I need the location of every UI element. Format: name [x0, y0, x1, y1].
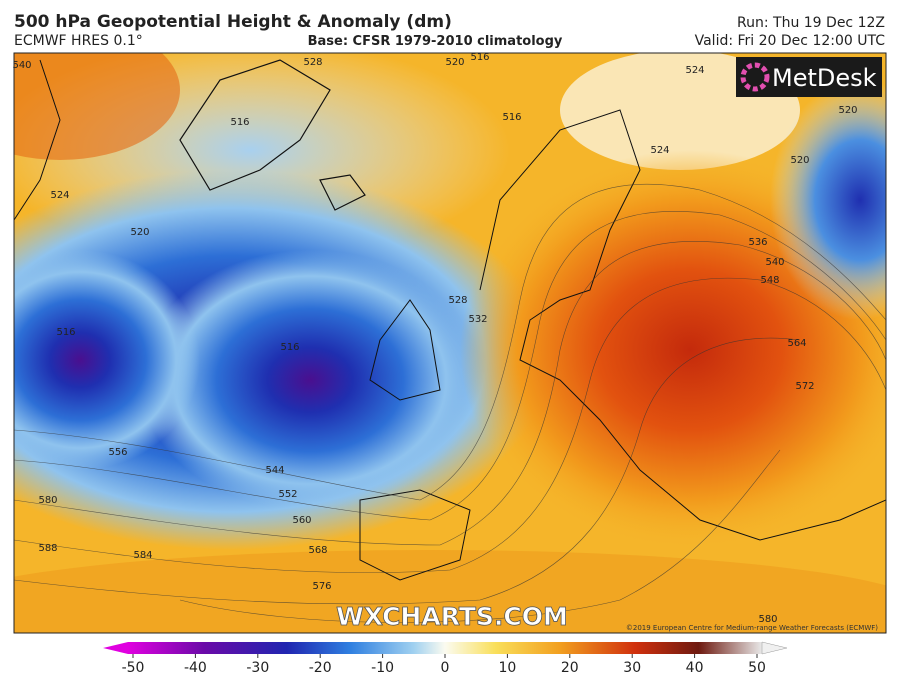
- contour-label: 516: [280, 342, 299, 353]
- contour-label: 516: [230, 117, 249, 128]
- contour-label: 536: [748, 237, 767, 248]
- contour-label: 580: [38, 495, 57, 506]
- contour-label: 516: [502, 112, 521, 123]
- colorbar-tick-label: 10: [498, 660, 516, 676]
- colorbar-tick-label: 40: [686, 660, 704, 676]
- contour-label: 524: [685, 65, 704, 76]
- colorbar-tick-label: -40: [184, 660, 207, 676]
- contour-label: 532: [468, 314, 487, 325]
- title: 500 hPa Geopotential Height & Anomaly (d…: [14, 12, 452, 32]
- contour-label: 556: [108, 447, 127, 458]
- copyright: ©2019 European Centre for Medium-range W…: [626, 624, 878, 632]
- watermark: WXCHARTS.COM: [336, 602, 568, 631]
- colorbar-tick-label: 50: [748, 660, 766, 676]
- logo: MetDesk: [772, 64, 877, 92]
- base: Base: CFSR 1979-2010 climatology: [308, 34, 563, 49]
- colorbar-tick-label: 30: [623, 660, 641, 676]
- run: Run: Thu 19 Dec 12Z: [737, 15, 885, 31]
- contour-label: 572: [795, 381, 814, 392]
- contour-label: 564: [787, 338, 806, 349]
- contour-label: 576: [312, 581, 331, 592]
- contour-label: 544: [265, 465, 284, 476]
- contour-label: 560: [292, 515, 311, 526]
- map-field: [14, 53, 886, 633]
- contour-label: 516: [56, 327, 75, 338]
- colorbar-tick-label: -10: [371, 660, 394, 676]
- contour-label: 540: [12, 60, 31, 71]
- contour-label: 516: [470, 52, 489, 63]
- contour-label: 552: [278, 489, 297, 500]
- contour-label: 520: [790, 155, 809, 166]
- contour-label: 524: [50, 190, 69, 201]
- colorbar: [103, 641, 788, 655]
- colorbar-tick-label: 20: [561, 660, 579, 676]
- contour-label: 528: [448, 295, 467, 306]
- colorbar-tick-label: -30: [246, 660, 269, 676]
- contour-label: 540: [765, 257, 784, 268]
- colorbar-tick-label: -50: [122, 660, 145, 676]
- contour-label: 588: [38, 543, 57, 554]
- contour-label: 568: [308, 545, 327, 556]
- contour-label: 520: [130, 227, 149, 238]
- contour-label: 580: [758, 614, 777, 625]
- contour-label: 524: [650, 145, 669, 156]
- colorbar-tick-label: 0: [441, 660, 450, 676]
- valid: Valid: Fri 20 Dec 12:00 UTC: [695, 33, 886, 49]
- contour-label: 520: [838, 105, 857, 116]
- contour-label: 584: [133, 550, 152, 561]
- colorbar-tick-label: -20: [309, 660, 332, 676]
- contour-label: 548: [760, 275, 779, 286]
- model: ECMWF HRES 0.1°: [14, 33, 143, 49]
- map-frame: [13, 52, 887, 634]
- contour-label: 520: [445, 57, 464, 68]
- logo-icon: [740, 62, 770, 92]
- contour-label: 528: [303, 57, 322, 68]
